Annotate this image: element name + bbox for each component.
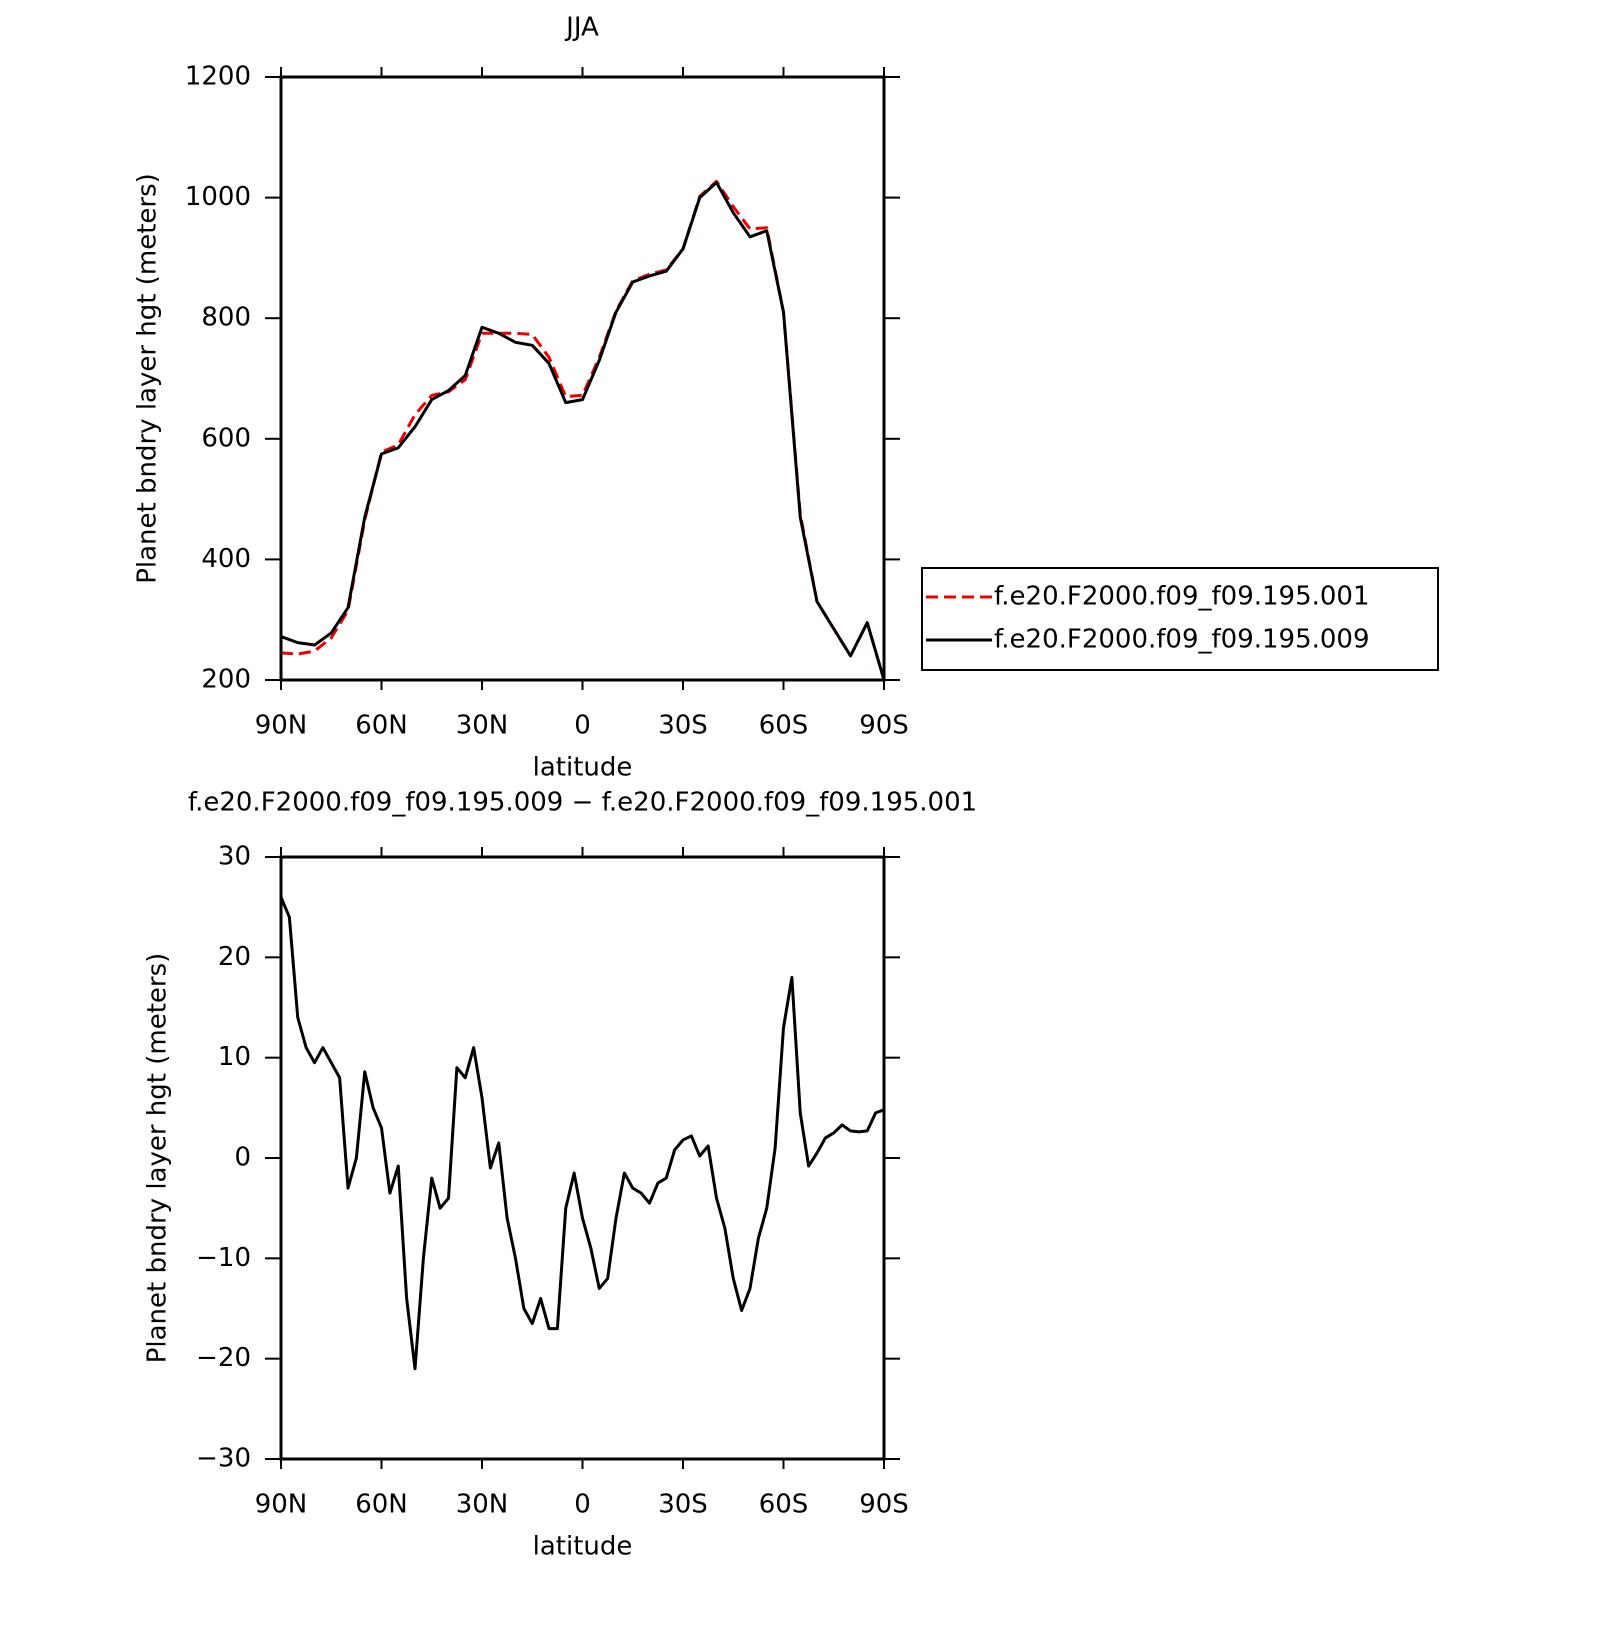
x-tick-label: 90S (859, 1490, 909, 1520)
plot-frame (279, 75, 886, 682)
y-tick-label: 400 (201, 544, 251, 574)
y-tick-label: 800 (201, 303, 251, 333)
x-tick-label: 90N (255, 1490, 308, 1520)
x-tick-label: 30S (658, 711, 708, 741)
legend-label: f.e20.F2000.f09_f09.195.009 (994, 625, 1370, 655)
x-tick-label: 90N (255, 711, 308, 741)
y-axis-label: Planet bndry layer hgt (meters) (143, 953, 173, 1364)
x-tick-label: 90S (859, 711, 909, 741)
x-axis-label: latitude (533, 753, 633, 783)
x-tick-label: 60N (355, 1490, 408, 1520)
y-tick-label: −20 (196, 1343, 251, 1373)
x-tick-label: 30N (456, 711, 509, 741)
chart-title: f.e20.F2000.f09_f09.195.009 − f.e20.F200… (188, 788, 977, 818)
legend-label: f.e20.F2000.f09_f09.195.001 (994, 582, 1370, 612)
y-tick-label: −30 (196, 1444, 251, 1474)
x-axis-label: latitude (533, 1532, 633, 1562)
y-tick-label: 30 (218, 842, 251, 872)
x-tick-label: 30N (456, 1490, 509, 1520)
legend-box (921, 567, 1439, 671)
x-tick-label: 60S (759, 1490, 809, 1520)
y-tick-label: 20 (218, 942, 251, 972)
y-tick-label: 200 (201, 665, 251, 695)
plot-frame (279, 855, 886, 1461)
y-axis-label: Planet bndry layer hgt (meters) (133, 173, 163, 584)
x-tick-label: 0 (574, 711, 591, 741)
x-tick-label: 30S (658, 1490, 708, 1520)
y-tick-label: 0 (234, 1143, 251, 1173)
data-line (279, 896, 885, 1371)
y-tick-label: 600 (201, 423, 251, 453)
y-tick-label: 10 (218, 1042, 251, 1072)
y-tick-label: 1000 (185, 182, 251, 212)
x-tick-label: 0 (574, 1490, 591, 1520)
y-tick-label: −10 (196, 1243, 251, 1273)
y-tick-label: 1200 (185, 62, 251, 92)
data-line (280, 181, 886, 681)
x-tick-label: 60S (759, 711, 809, 741)
x-tick-label: 60N (355, 711, 408, 741)
chart-title: JJA (564, 13, 599, 43)
